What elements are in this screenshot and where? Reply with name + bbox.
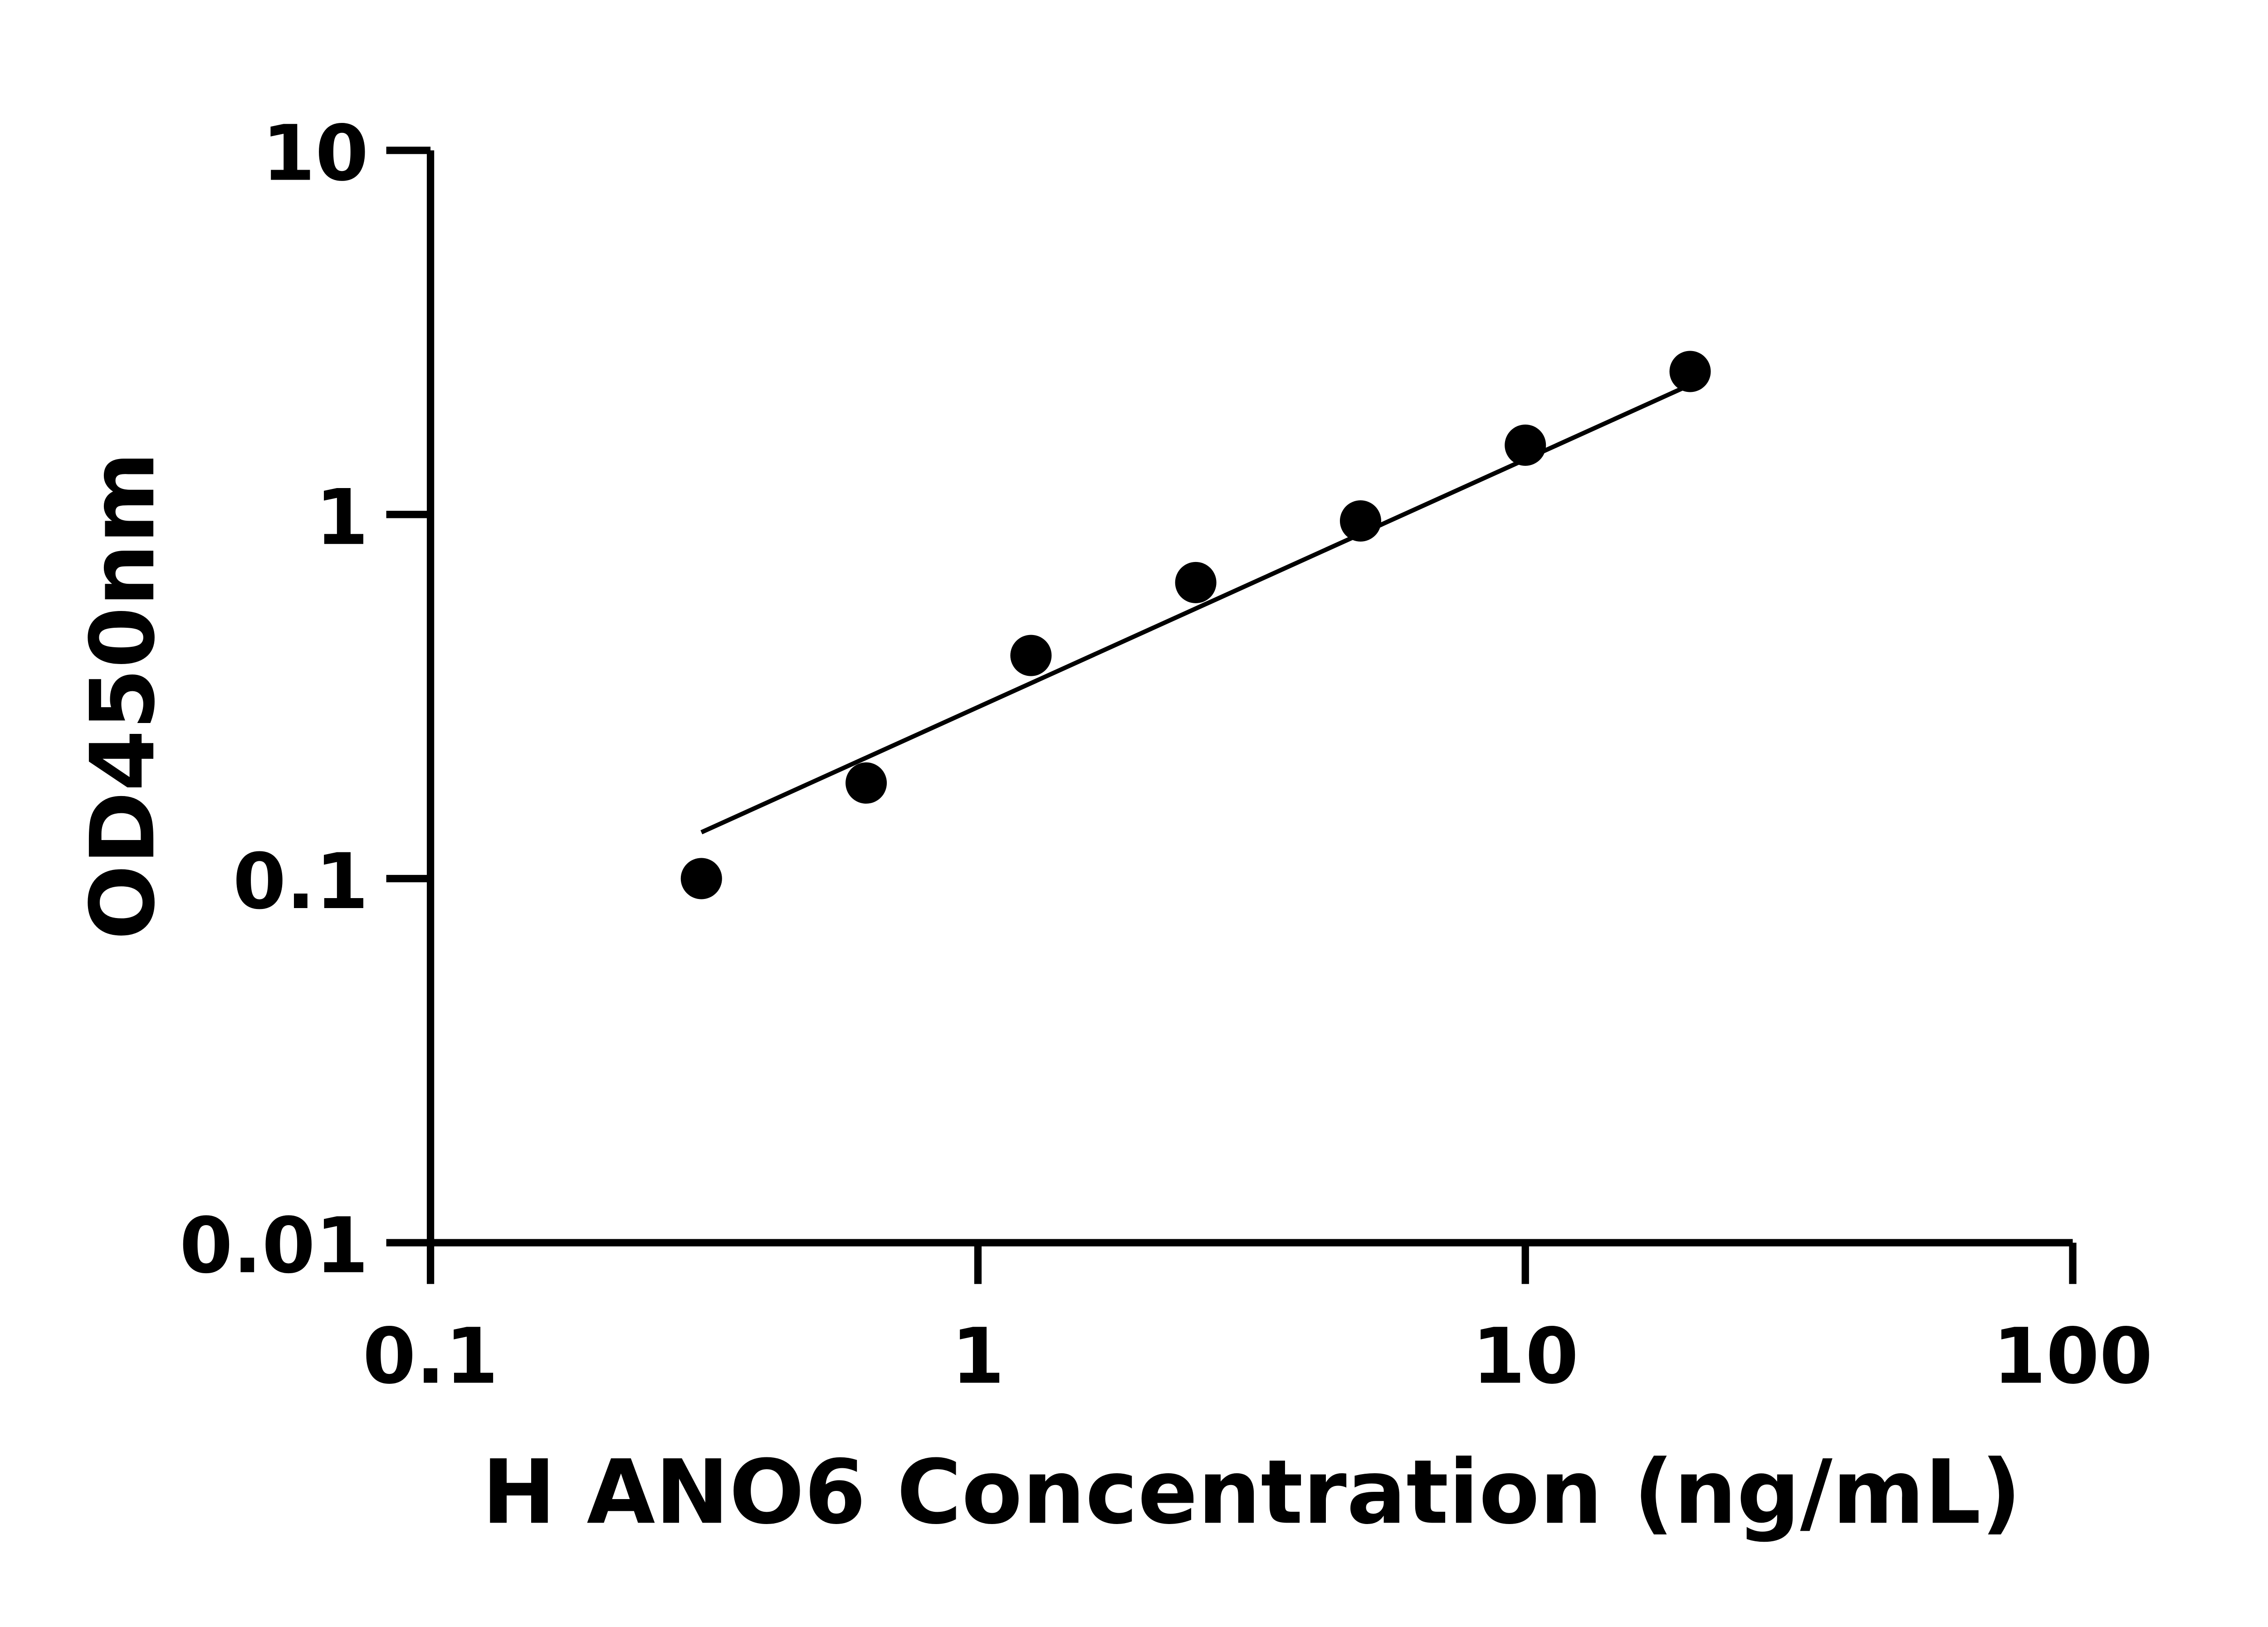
data-point [1669,351,1711,392]
data-point [1339,500,1381,542]
y-tick-label: 1 [315,473,369,562]
data-point [1175,562,1217,603]
x-axis-label: H ANO6 Concentration (ng/mL) [482,1441,2021,1544]
data-point [1505,424,1546,466]
y-axis-label: OD450nm [71,452,174,940]
x-tick-label: 10 [1472,1311,1579,1401]
data-points [680,351,1711,899]
axes [426,150,2073,1246]
y-tick-label: 0.1 [233,837,368,926]
x-tick-label: 0.1 [362,1311,498,1401]
data-point [680,858,722,899]
x-tick-label: 1 [951,1311,1005,1401]
x-tick-label: 100 [1993,1311,2153,1401]
data-point [1010,635,1052,676]
ticks: 0.01 0.1 1 10 0.1 1 10 100 [180,108,2153,1401]
y-tick-label: 10 [262,108,368,198]
data-point [846,762,887,804]
y-tick-label: 0.01 [180,1201,369,1290]
